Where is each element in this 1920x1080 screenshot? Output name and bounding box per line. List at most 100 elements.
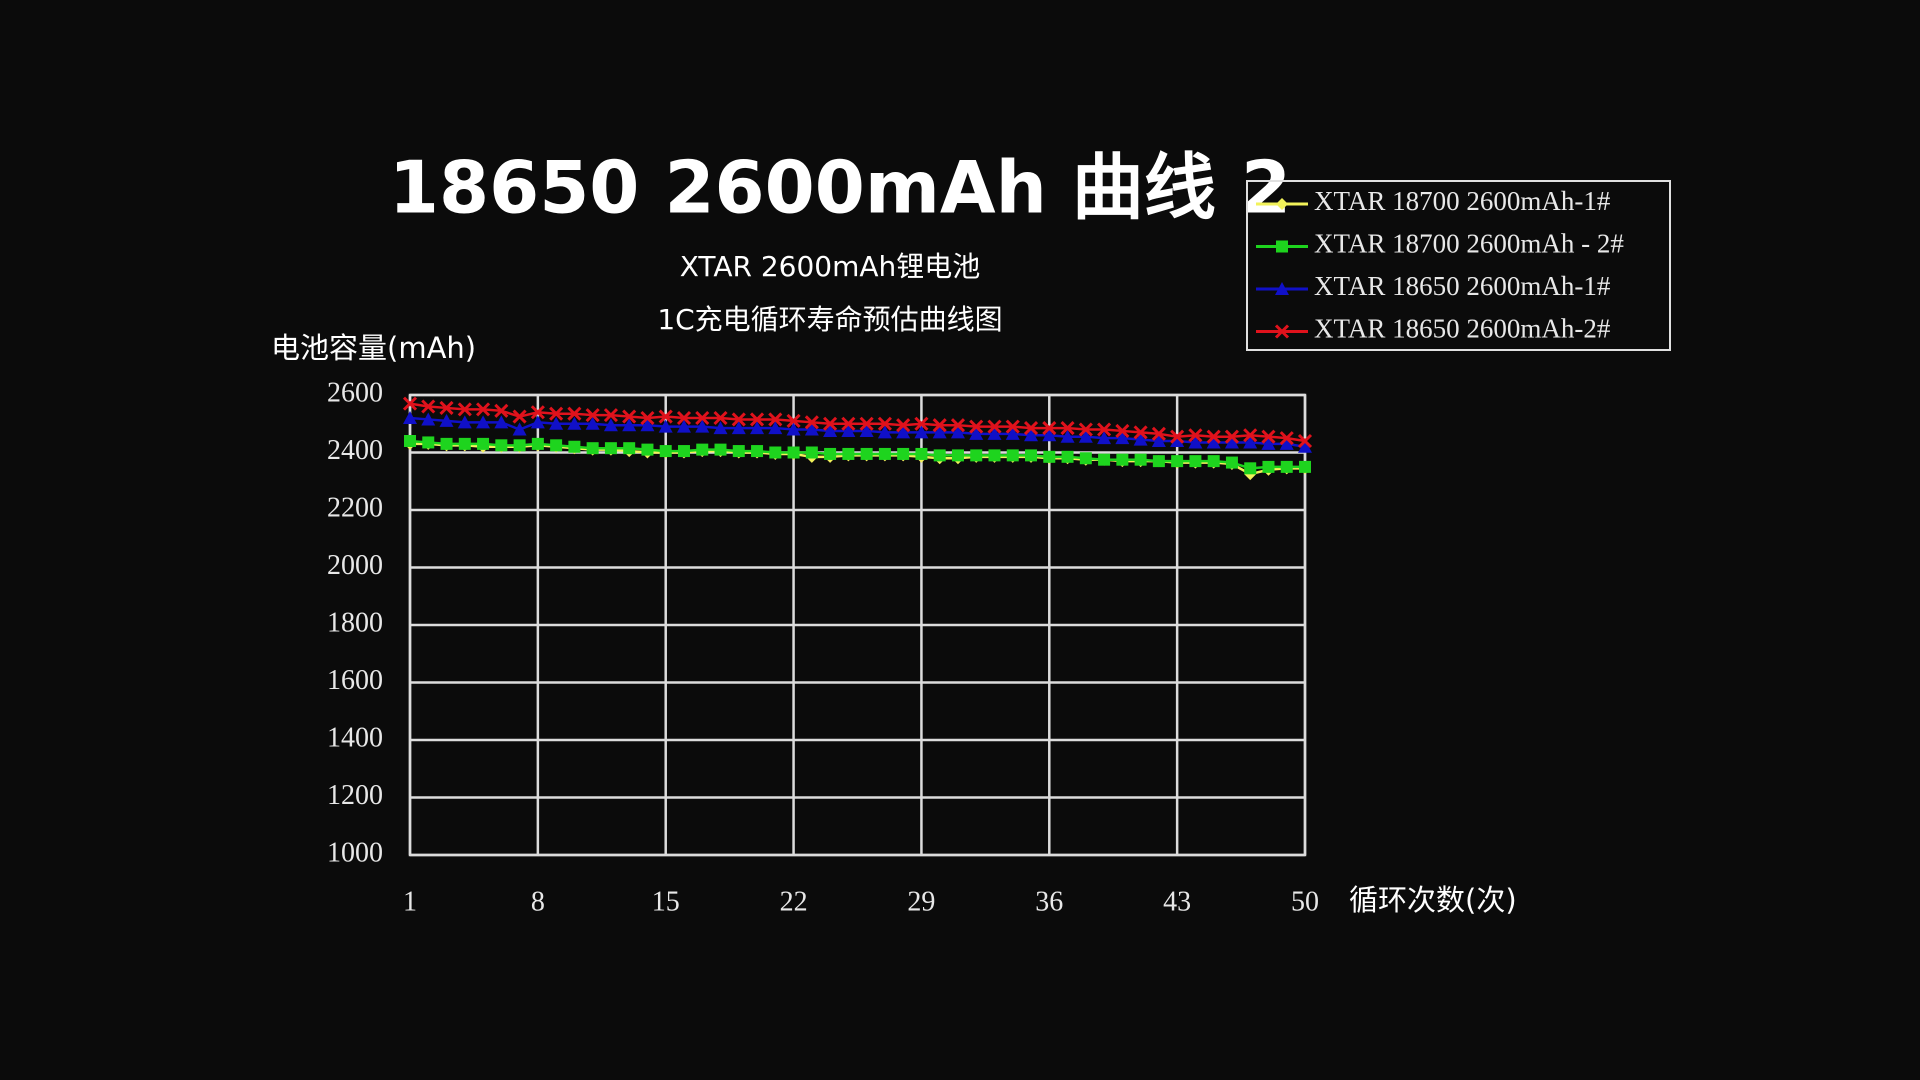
point-marker [659, 445, 672, 458]
point-marker [1171, 455, 1184, 468]
point-marker [915, 447, 928, 460]
point-marker [713, 421, 728, 435]
point-marker [1025, 449, 1038, 462]
point-marker [877, 416, 892, 431]
point-marker [1225, 456, 1238, 469]
point-marker [439, 413, 454, 427]
legend-box [1246, 180, 1671, 351]
point-marker [1079, 452, 1092, 465]
point-marker [440, 437, 453, 450]
point-marker [1005, 419, 1020, 434]
point-marker [549, 406, 564, 421]
point-marker [1244, 462, 1257, 475]
point-marker [530, 405, 545, 420]
point-marker [768, 421, 783, 435]
point-marker [1188, 435, 1203, 449]
point-marker [805, 446, 818, 459]
y-tick-label: 1400 [327, 722, 383, 753]
legend-label: XTAR 18650 2600mAh-1# [1314, 271, 1611, 301]
point-marker [950, 418, 966, 433]
point-marker [603, 408, 618, 423]
y-tick-label: 1800 [327, 607, 383, 638]
point-marker [969, 426, 984, 440]
point-marker [1116, 453, 1129, 466]
x-tick-label: 36 [1035, 886, 1063, 917]
point-marker [860, 447, 873, 460]
point-marker [531, 437, 544, 450]
point-marker [402, 396, 418, 411]
point-marker [751, 445, 764, 458]
point-marker [1097, 431, 1112, 445]
chart-subtitle: XTAR 2600mAh锂电池 [680, 250, 981, 283]
point-marker [787, 446, 800, 459]
point-marker [695, 410, 710, 426]
point-marker [585, 416, 600, 430]
point-marker [1261, 436, 1276, 450]
point-marker [1206, 429, 1221, 444]
point-marker [549, 416, 564, 430]
point-marker [676, 410, 692, 426]
point-marker [713, 410, 728, 426]
legend-label: XTAR 18650 2600mAh-2# [1314, 314, 1611, 344]
point-marker [714, 443, 727, 456]
point-marker [568, 440, 581, 453]
point-marker [1299, 460, 1311, 473]
point-marker [731, 421, 746, 435]
chart-title: 18650 2600mAh 曲线 2 [389, 146, 1291, 230]
point-marker [1043, 450, 1056, 463]
point-marker [477, 437, 490, 450]
point-marker [530, 415, 545, 429]
point-marker [403, 411, 417, 424]
point-marker [1042, 428, 1057, 442]
point-marker [404, 435, 416, 447]
point-marker [1152, 455, 1165, 468]
point-marker [1115, 431, 1130, 445]
point-marker [1006, 449, 1019, 462]
point-marker [696, 443, 709, 456]
point-marker [622, 418, 637, 432]
point-marker [513, 439, 526, 452]
point-marker [458, 437, 471, 450]
point-marker [457, 415, 472, 429]
point-marker [1134, 453, 1147, 466]
point-marker [842, 447, 855, 460]
point-marker [823, 423, 838, 437]
point-marker [1115, 423, 1130, 438]
point-marker [1207, 455, 1220, 468]
point-marker [988, 449, 1001, 462]
point-marker [987, 419, 1002, 434]
point-marker [494, 415, 509, 429]
point-marker [494, 403, 509, 418]
point-marker [640, 418, 655, 432]
point-marker [1188, 428, 1203, 443]
series-line [409, 439, 1305, 470]
point-marker [950, 425, 965, 439]
point-marker [1023, 421, 1039, 436]
point-marker [1261, 429, 1276, 444]
point-marker [1133, 432, 1148, 446]
point-marker [676, 419, 691, 433]
x-tick-label: 43 [1163, 886, 1191, 917]
point-marker [1061, 450, 1074, 463]
point-marker [987, 426, 1002, 440]
point-marker [878, 447, 891, 460]
point-marker [1280, 460, 1293, 473]
point-marker [1151, 426, 1166, 441]
point-marker [1243, 428, 1258, 443]
point-marker [512, 409, 527, 424]
point-marker [567, 406, 582, 421]
legend-marker [1276, 198, 1288, 210]
point-marker [695, 419, 710, 433]
point-marker [1060, 421, 1075, 436]
point-marker [457, 402, 472, 417]
point-marker [823, 416, 838, 431]
x-tick-label: 50 [1291, 886, 1319, 917]
point-marker [731, 412, 746, 427]
point-marker [421, 412, 436, 426]
y-tick-label: 1600 [327, 665, 383, 696]
legend-label: XTAR 18700 2600mAh-1# [1314, 186, 1611, 216]
point-marker [768, 412, 783, 427]
y-tick-label: 2200 [327, 492, 383, 523]
y-axis-label: 电池容量(mAh) [271, 331, 476, 365]
